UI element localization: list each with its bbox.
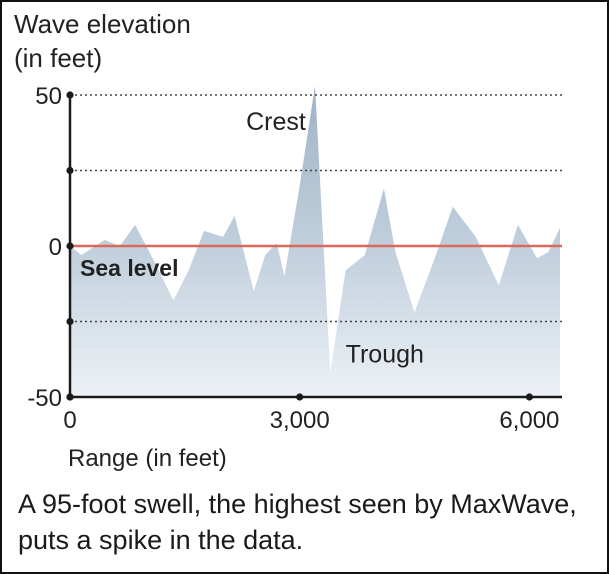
chart-title-line2: (in feet)	[14, 43, 102, 73]
x-tick-label: 0	[63, 407, 76, 434]
crest-annotation: Crest	[246, 108, 306, 136]
y-tick-label: -50	[27, 385, 62, 412]
x-tick-label: 3,000	[270, 407, 330, 434]
chart-caption: A 95-foot swell, the highest seen by Max…	[18, 489, 577, 555]
gridlines	[70, 94, 562, 323]
trough-annotation: Trough	[346, 341, 424, 369]
y-ticks: 50 0 -50	[27, 83, 74, 412]
x-tick-label: 6,000	[499, 407, 559, 434]
wave-area	[70, 85, 560, 398]
sea-level-label: Sea level	[80, 255, 178, 281]
wave-elevation-chart: Wave elevation (in feet) 500-50 0 3,000 6,…	[14, 9, 562, 472]
x-tick-dot	[525, 393, 533, 401]
x-ticks: 0 3,000 6,000	[63, 393, 559, 434]
y-tick-label: 50	[35, 83, 62, 110]
x-tick-dot	[296, 393, 304, 401]
chart-title-line1: Wave elevation	[14, 9, 191, 39]
y-tick-label: 0	[49, 234, 62, 261]
y-tick-dot	[66, 242, 74, 250]
x-axis-label: Range (in feet)	[68, 445, 227, 472]
y-tick-dot	[66, 317, 74, 326]
x-tick-dot	[66, 393, 74, 401]
y-tick-dot	[66, 91, 74, 99]
y-tick-dot	[66, 166, 74, 175]
